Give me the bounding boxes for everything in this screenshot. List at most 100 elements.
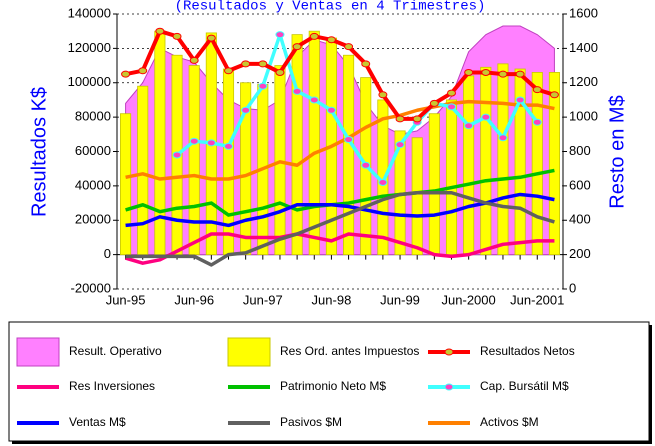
marker (189, 137, 199, 145)
marker (309, 96, 319, 104)
legend-label: Pasivos $M (280, 415, 342, 429)
y-tick-label: 60000 (75, 143, 111, 158)
marker (498, 70, 508, 78)
marker (515, 96, 525, 104)
marker (121, 70, 131, 78)
marker (241, 60, 251, 68)
y2-tick-label: 1000 (569, 109, 598, 124)
bar (120, 113, 132, 256)
legend-label: Activos $M (480, 415, 539, 429)
bar (514, 68, 526, 256)
marker (172, 151, 182, 159)
x-tick-label: Jun-99 (380, 292, 420, 307)
bar (137, 85, 149, 256)
marker (447, 103, 456, 111)
bar (411, 137, 423, 256)
legend-swatch (227, 337, 271, 367)
marker (258, 60, 268, 68)
marker (326, 106, 336, 114)
marker (481, 113, 491, 121)
marker (464, 68, 474, 76)
marker (275, 68, 285, 76)
x-tick-label: Jun-2001 (510, 292, 564, 307)
marker (206, 139, 216, 147)
bar (497, 63, 509, 256)
marker (361, 60, 371, 68)
marker (206, 34, 216, 42)
bar (480, 66, 492, 256)
legend-label: Result. Operativo (69, 344, 162, 358)
marker (155, 27, 165, 35)
legend-label: Cap. Bursátil M$ (480, 379, 569, 393)
y2-tick-label: 600 (569, 177, 591, 192)
marker (189, 56, 199, 64)
line (125, 191, 555, 267)
y-axis-title: Resultados K$ (28, 87, 50, 217)
y-tick-label: 0 (104, 246, 111, 261)
marker (292, 43, 302, 51)
marker (464, 122, 474, 130)
legend-swatch (16, 337, 60, 367)
legend-label: Res Inversiones (69, 379, 155, 393)
marker (241, 106, 251, 114)
marker (292, 87, 302, 95)
marker (549, 91, 559, 99)
legend-marker (444, 383, 454, 391)
y-tick-label: 140000 (68, 5, 111, 20)
x-tick-label: Jun-98 (312, 292, 352, 307)
legend-label: Patrimonio Neto M$ (280, 379, 386, 393)
marker (309, 32, 319, 40)
bar (343, 54, 355, 256)
y2-tick-label: 1600 (569, 5, 598, 20)
line (175, 32, 539, 185)
marker (361, 161, 371, 169)
marker (378, 91, 388, 99)
y-tick-label: 120000 (68, 40, 111, 55)
marker (224, 142, 233, 150)
bar (428, 113, 440, 256)
x-tick-label: Jun-96 (174, 292, 214, 307)
marker (447, 89, 456, 97)
y2-tick-label: 0 (569, 280, 576, 295)
marker (258, 82, 268, 90)
marker (395, 115, 405, 123)
legend-label: Resultados Netos (480, 344, 575, 358)
y-tick-label: 40000 (75, 177, 111, 192)
y2-axis-title: Resto en M$ (606, 95, 628, 208)
marker (344, 43, 354, 51)
bar (154, 30, 166, 256)
marker (532, 118, 542, 126)
marker (429, 99, 439, 107)
marker (326, 36, 336, 44)
line (125, 99, 555, 181)
legend-marker (444, 348, 454, 356)
marker (172, 32, 182, 40)
y2-tick-label: 400 (569, 212, 591, 227)
marker (378, 178, 388, 186)
marker (481, 68, 491, 76)
legend-box (8, 321, 650, 442)
y2-tick-label: 1200 (569, 74, 598, 89)
y2-tick-label: 1400 (569, 40, 598, 55)
bar (445, 99, 458, 256)
marker (412, 115, 422, 123)
marker (395, 141, 405, 149)
legend-label: Res Ord. antes Impuestos (280, 344, 419, 358)
y-tick-label: 80000 (75, 109, 111, 124)
marker (138, 67, 148, 75)
y2-tick-label: 800 (569, 143, 591, 158)
x-tick-label: Jun-97 (243, 292, 283, 307)
legend-label: Ventas M$ (69, 415, 126, 429)
x-tick-label: Jun-2000 (442, 292, 496, 307)
marker (498, 134, 508, 142)
y2-tick-label: 200 (569, 246, 591, 261)
marker (275, 31, 285, 39)
marker (224, 67, 233, 75)
marker (515, 70, 525, 78)
x-tick-label: Jun-95 (106, 292, 146, 307)
marker (532, 86, 542, 94)
y-tick-label: 20000 (75, 212, 111, 227)
bar (308, 30, 320, 256)
bar (531, 72, 543, 256)
